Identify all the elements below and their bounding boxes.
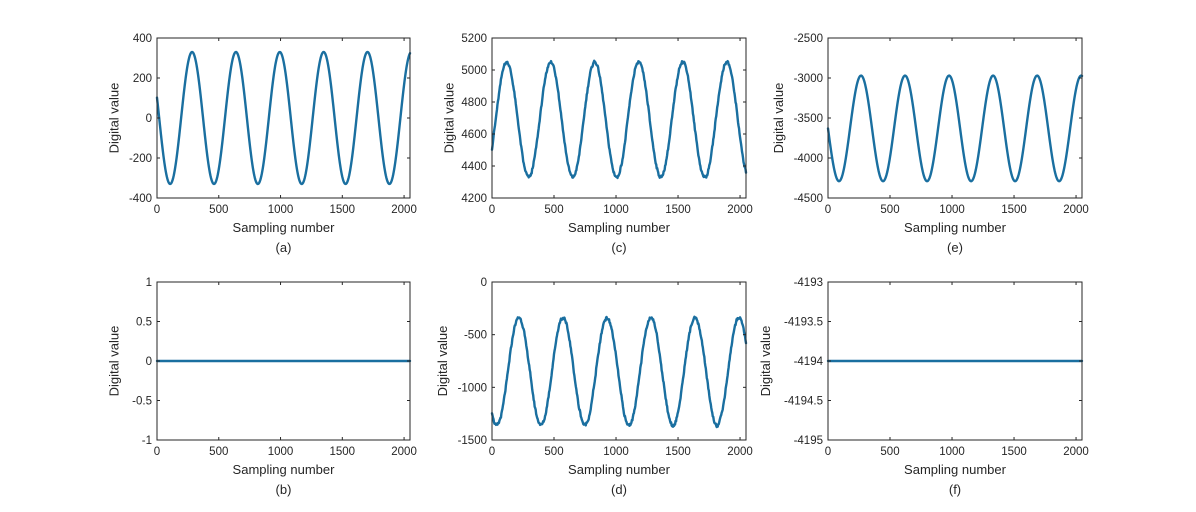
x-tick-label-d: 1500 [665, 446, 691, 458]
x-tick-label-f: 2000 [1063, 446, 1089, 458]
y-tick-label-e: -3500 [794, 113, 823, 125]
y-tick-label-e: -3000 [794, 73, 823, 85]
y-tick-label-b: -1 [142, 435, 152, 447]
y-axis-title-e: Digital value [771, 83, 786, 154]
x-tick-label-c: 1000 [603, 204, 629, 216]
chart-panel-b: 0 500 1000 1500 2000 -1 -0.5 0 0.5 1 Sampling numb… [107, 277, 417, 497]
x-tick-label-a: 0 [154, 204, 160, 216]
x-tick-label-b: 1000 [268, 446, 294, 458]
axes-frame-e [827, 37, 1083, 199]
x-axis-title-d: Sampling number [568, 462, 671, 477]
x-axis-title-b: Sampling number [233, 462, 336, 477]
x-tick-label-f: 1000 [939, 446, 965, 458]
x-tick-label-c: 0 [489, 204, 495, 216]
x-tick-label-d: 1000 [603, 446, 629, 458]
y-tick-label-c: 5000 [461, 65, 487, 77]
y-tick-label-d: -1000 [458, 382, 487, 394]
x-tick-label-c: 2000 [727, 204, 753, 216]
panel-caption-c: (c) [611, 240, 626, 255]
x-tick-label-d: 2000 [727, 446, 753, 458]
x-tick-label-b: 2000 [391, 446, 417, 458]
x-tick-label-e: 1500 [1001, 204, 1027, 216]
y-tick-label-c: 5200 [461, 33, 487, 45]
series-line-e [826, 74, 1084, 183]
y-tick-label-f: -4195 [794, 435, 823, 447]
y-tick-label-c: 4800 [461, 97, 487, 109]
x-tick-label-f: 0 [825, 446, 831, 458]
series-line-c [490, 59, 748, 180]
y-axis-title-c: Digital value [442, 83, 457, 154]
y-tick-label-a: 0 [146, 113, 152, 125]
x-axis-title-e: Sampling number [904, 220, 1007, 235]
x-axis-title-f: Sampling number [904, 462, 1007, 477]
y-tick-label-d: -1500 [458, 435, 487, 447]
panel-caption-d: (d) [611, 482, 627, 497]
x-tick-label-e: 2000 [1063, 204, 1089, 216]
x-tick-label-b: 0 [154, 446, 160, 458]
y-tick-label-a: 200 [133, 73, 152, 85]
axes-frame-d [491, 281, 747, 441]
panel-caption-a: (a) [276, 240, 292, 255]
y-tick-label-e: -2500 [794, 33, 823, 45]
y-tick-label-f: -4194.5 [784, 396, 823, 408]
x-tick-label-b: 500 [209, 446, 228, 458]
x-tick-label-a: 500 [209, 204, 228, 216]
y-tick-label-a: -400 [129, 193, 152, 205]
y-tick-label-f: -4193 [794, 277, 823, 289]
x-tick-label-e: 500 [880, 204, 899, 216]
chart-panel-c: 0 500 1000 1500 2000 4200 4400 4600 4800 5000 5200… [442, 33, 753, 255]
series-line-a [155, 50, 412, 186]
y-tick-label-b: 1 [146, 277, 152, 289]
y-tick-label-f: -4193.5 [784, 317, 823, 329]
chart-panel-d: 0 500 1000 1500 2000 -1500 -1000 -500 0 Sampling … [435, 277, 753, 497]
panel-caption-f: (f) [949, 482, 961, 497]
x-tick-label-f: 500 [880, 446, 899, 458]
y-tick-label-b: -0.5 [132, 396, 152, 408]
panel-caption-e: (e) [947, 240, 963, 255]
y-axis-title-a: Digital value [107, 83, 122, 154]
x-axis-title-c: Sampling number [568, 220, 671, 235]
x-tick-label-a: 1000 [268, 204, 294, 216]
y-tick-label-b: 0 [146, 356, 152, 368]
x-tick-label-d: 500 [544, 446, 563, 458]
y-tick-label-d: 0 [481, 277, 487, 289]
y-tick-label-c: 4600 [461, 129, 487, 141]
x-tick-label-e: 1000 [939, 204, 965, 216]
x-tick-label-a: 1500 [330, 204, 356, 216]
y-tick-label-a: -200 [129, 153, 152, 165]
y-tick-label-a: 400 [133, 33, 152, 45]
y-axis-title-d: Digital value [435, 326, 450, 397]
x-tick-label-e: 0 [825, 204, 831, 216]
x-tick-label-d: 0 [489, 446, 495, 458]
y-tick-label-c: 4200 [461, 193, 487, 205]
panel-caption-b: (b) [276, 482, 292, 497]
y-axis-title-b: Digital value [107, 326, 122, 397]
x-tick-label-f: 1500 [1001, 446, 1027, 458]
chart-panel-a: 0 500 1000 1500 2000 -400 -200 0 200 400 Sampling … [107, 33, 417, 255]
x-tick-label-a: 2000 [391, 204, 417, 216]
chart-panel-e: 0 500 1000 1500 2000 -4500 -4000 -3500 -3000 -250… [771, 33, 1089, 255]
series-line-d [490, 315, 748, 429]
y-tick-label-e: -4500 [794, 193, 823, 205]
x-tick-label-c: 1500 [665, 204, 691, 216]
y-tick-label-f: -4194 [794, 356, 824, 368]
y-tick-label-d: -500 [464, 330, 487, 342]
y-tick-label-c: 4400 [461, 161, 487, 173]
axes-frame-c [491, 37, 747, 199]
chart-panel-f: 0 500 1000 1500 2000 -4195 -4194.5 -4194 -4193.5… [758, 277, 1089, 497]
x-tick-label-b: 1500 [330, 446, 356, 458]
y-tick-label-e: -4000 [794, 153, 823, 165]
x-tick-label-c: 500 [544, 204, 563, 216]
x-axis-title-a: Sampling number [233, 220, 336, 235]
y-tick-label-b: 0.5 [136, 317, 152, 329]
y-axis-title-f: Digital value [758, 326, 773, 397]
